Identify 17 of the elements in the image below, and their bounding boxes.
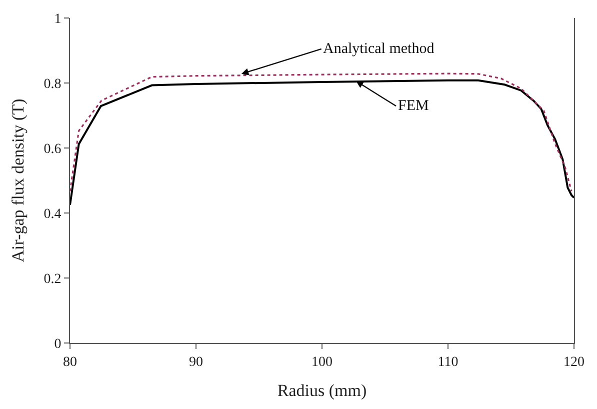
- annotation: Analytical method: [323, 41, 435, 57]
- x-tick-label: 120: [564, 354, 584, 370]
- y-tick-label: 0.8: [44, 76, 62, 92]
- y-tick-label: 0.4: [44, 206, 62, 222]
- x-tick-label: 110: [438, 354, 458, 370]
- line-series: [70, 72, 572, 192]
- y-tick-label: 0.6: [44, 142, 62, 157]
- x-tick-label: 90: [189, 354, 203, 370]
- annotation: FEM: [398, 98, 429, 114]
- line-series: [70, 79, 574, 206]
- y-tick-label: 0: [54, 336, 62, 352]
- y-tick-label: 0.2: [44, 272, 62, 287]
- x-tick-label: 80: [63, 354, 77, 370]
- y-tick-label: 1: [54, 12, 62, 27]
- x-axis-title: Radius (mm): [277, 381, 367, 400]
- y-axis-title: Air-gap flux density (T): [8, 98, 28, 262]
- x-tick-label: 100: [312, 354, 332, 370]
